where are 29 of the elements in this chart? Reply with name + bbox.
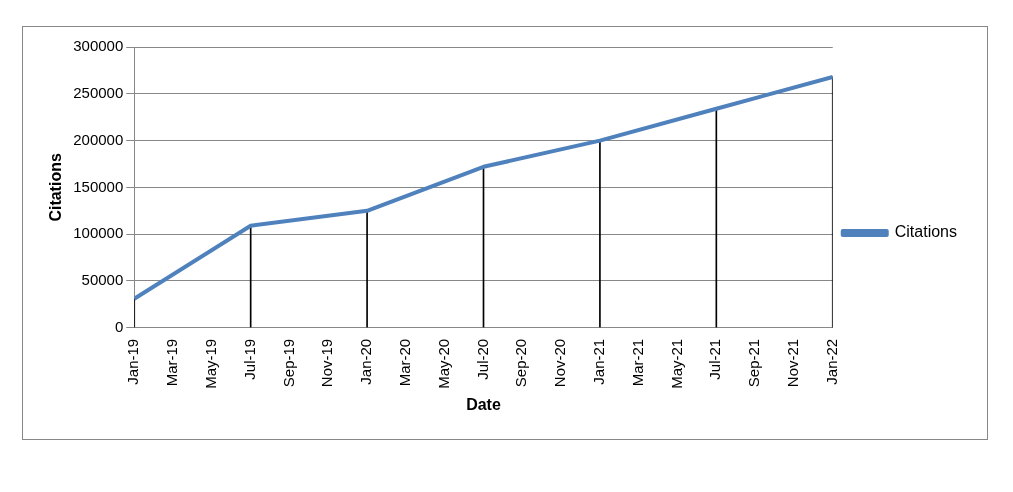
x-tick-label: Jul-21 xyxy=(706,338,724,380)
x-tick-label: Sep-20 xyxy=(512,338,530,388)
x-tick-label: Jul-19 xyxy=(240,338,258,380)
y-tick-label: 250000 xyxy=(73,83,124,101)
x-tick-label: Nov-19 xyxy=(318,338,336,388)
x-tick-label: May-19 xyxy=(202,338,220,389)
legend-label: Citations xyxy=(894,223,957,241)
y-tick-label: 150000 xyxy=(73,177,124,195)
y-tick-label: 0 xyxy=(114,317,124,335)
x-tick-label: Mar-19 xyxy=(163,338,181,387)
x-tick-label: Jan-22 xyxy=(822,338,840,385)
x-tick-label: Sep-21 xyxy=(745,338,763,388)
x-axis-title: Date xyxy=(466,395,501,413)
x-tick-label: Jan-19 xyxy=(124,338,142,385)
y-axis-title: Citations xyxy=(47,153,65,222)
x-tick-label: Nov-20 xyxy=(551,338,569,388)
x-tick-label: May-20 xyxy=(434,338,452,389)
x-tick-label: Jan-21 xyxy=(590,338,608,385)
y-tick-label: 50000 xyxy=(81,271,124,289)
x-tick-label: Mar-21 xyxy=(628,338,646,387)
x-tick-label: Jul-20 xyxy=(473,338,491,380)
x-tick-label: Jan-20 xyxy=(357,338,375,385)
x-tick-label: Sep-19 xyxy=(279,338,297,388)
x-tick-label: May-21 xyxy=(667,338,685,389)
x-tick-label: Mar-20 xyxy=(396,338,414,387)
y-tick-label: 300000 xyxy=(73,37,124,55)
y-tick-label: 100000 xyxy=(73,224,124,242)
x-tick-label: Nov-21 xyxy=(784,338,802,388)
y-tick-label: 200000 xyxy=(73,130,124,148)
